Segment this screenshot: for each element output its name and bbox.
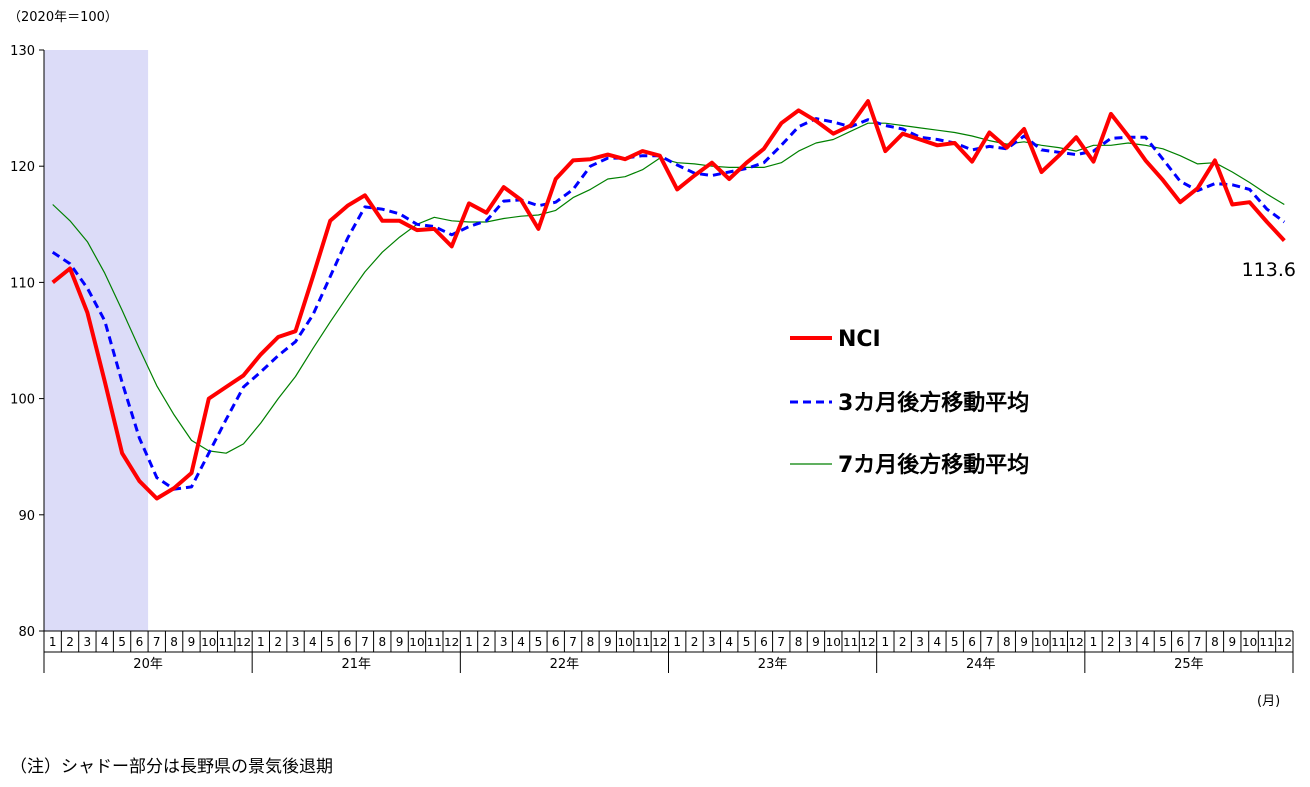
y-tick-label: 80 xyxy=(18,625,35,640)
x-tick-label: 6 xyxy=(344,635,352,649)
x-tick-label: 9 xyxy=(188,635,196,649)
x-tick-label: 6 xyxy=(552,635,560,649)
x-tick-label: 12 xyxy=(652,636,667,649)
year-label: 20年 xyxy=(133,657,163,672)
x-tick-label: 8 xyxy=(170,635,178,649)
series-line-nci xyxy=(51,99,1286,501)
series-line-ma3 xyxy=(51,117,1286,491)
x-tick-label: 8 xyxy=(378,635,386,649)
x-tick-label: 11 xyxy=(1259,636,1274,649)
x-tick-label: 5 xyxy=(743,635,751,649)
x-tick-label: 6 xyxy=(760,635,768,649)
x-tick-label: 10 xyxy=(826,636,841,649)
x-tick-label: 5 xyxy=(535,635,543,649)
x-tick-label: 2 xyxy=(1107,635,1115,649)
x-tick-label: 11 xyxy=(635,636,650,649)
x-tick-label: 9 xyxy=(812,635,820,649)
y-tick-label: 110 xyxy=(10,276,35,291)
x-tick-label: 2 xyxy=(66,635,74,649)
x-tick-label: 4 xyxy=(1142,635,1150,649)
x-tick-label: 11 xyxy=(1051,636,1066,649)
x-tick-label: 3 xyxy=(1124,635,1132,649)
year-label: 23年 xyxy=(758,657,788,672)
x-tick-label: 3 xyxy=(500,635,508,649)
y-tick-label: 90 xyxy=(18,509,35,524)
x-tick-label: 9 xyxy=(396,635,404,649)
x-tick-label: 1 xyxy=(257,635,265,649)
x-tick-label: 4 xyxy=(934,635,942,649)
x-unit-label: (月) xyxy=(1257,694,1281,709)
legend-label-ma3: 3カ月後方移動平均 xyxy=(838,390,1029,416)
x-tick-label: 7 xyxy=(777,635,785,649)
x-tick-label: 7 xyxy=(1194,635,1202,649)
year-label: 21年 xyxy=(341,657,371,672)
x-tick-label: 8 xyxy=(795,635,803,649)
x-tick-label: 3 xyxy=(292,635,300,649)
x-tick-label: 4 xyxy=(101,635,109,649)
x-tick-label: 12 xyxy=(860,636,875,649)
x-tick-label: 11 xyxy=(218,636,233,649)
x-tick-label: 5 xyxy=(951,635,959,649)
x-tick-label: 8 xyxy=(587,635,595,649)
x-tick-label: 7 xyxy=(569,635,577,649)
x-tick-label: 1 xyxy=(49,635,57,649)
x-tick-label: 2 xyxy=(274,635,282,649)
y-unit-label: （2020年＝100） xyxy=(8,10,118,25)
x-tick-label: 2 xyxy=(483,635,491,649)
x-tick-label: 11 xyxy=(427,636,442,649)
x-tick-label: 5 xyxy=(1159,635,1167,649)
last-value-label: 113.6 xyxy=(1242,259,1296,281)
x-tick-label: 10 xyxy=(201,636,216,649)
x-tick-label: 6 xyxy=(968,635,976,649)
y-tick-label: 120 xyxy=(10,160,35,175)
x-tick-label: 7 xyxy=(153,635,161,649)
x-tick-label: 4 xyxy=(517,635,525,649)
legend-label-nci: NCI xyxy=(838,327,881,352)
x-tick-label: 3 xyxy=(916,635,924,649)
x-tick-label: 6 xyxy=(136,635,144,649)
year-label: 25年 xyxy=(1174,657,1204,672)
x-tick-label: 10 xyxy=(409,636,424,649)
x-tick-label: 9 xyxy=(604,635,612,649)
y-tick-label: 130 xyxy=(10,44,35,59)
x-tick-label: 8 xyxy=(1003,635,1011,649)
x-tick-label: 10 xyxy=(617,636,632,649)
x-tick-label: 1 xyxy=(673,635,681,649)
x-tick-label: 11 xyxy=(843,636,858,649)
x-tick-label: 2 xyxy=(691,635,699,649)
x-tick-label: 10 xyxy=(1242,636,1257,649)
x-tick-label: 7 xyxy=(986,635,994,649)
x-tick-label: 3 xyxy=(708,635,716,649)
x-tick-label: 4 xyxy=(725,635,733,649)
x-tick-label: 12 xyxy=(1069,636,1084,649)
x-tick-label: 1 xyxy=(882,635,890,649)
x-tick-label: 5 xyxy=(118,635,126,649)
x-tick-label: 6 xyxy=(1176,635,1184,649)
x-tick-label: 12 xyxy=(444,636,459,649)
x-tick-label: 4 xyxy=(309,635,317,649)
x-tick-label: 10 xyxy=(1034,636,1049,649)
x-tick-label: 1 xyxy=(465,635,473,649)
x-tick-label: 3 xyxy=(84,635,92,649)
x-tick-label: 5 xyxy=(326,635,334,649)
legend-label-ma7: 7カ月後方移動平均 xyxy=(838,452,1029,478)
chart-note: （注）シャドー部分は長野県の景気後退期 xyxy=(10,757,333,777)
x-tick-label: 12 xyxy=(1277,636,1292,649)
x-tick-label: 1 xyxy=(1090,635,1098,649)
x-tick-label: 8 xyxy=(1211,635,1219,649)
x-tick-label: 7 xyxy=(361,635,369,649)
year-label: 22年 xyxy=(550,657,580,672)
x-tick-label: 12 xyxy=(236,636,251,649)
year-label: 24年 xyxy=(966,657,996,672)
x-tick-label: 2 xyxy=(899,635,907,649)
x-tick-label: 9 xyxy=(1020,635,1028,649)
y-tick-label: 100 xyxy=(10,393,35,408)
x-tick-label: 9 xyxy=(1228,635,1236,649)
